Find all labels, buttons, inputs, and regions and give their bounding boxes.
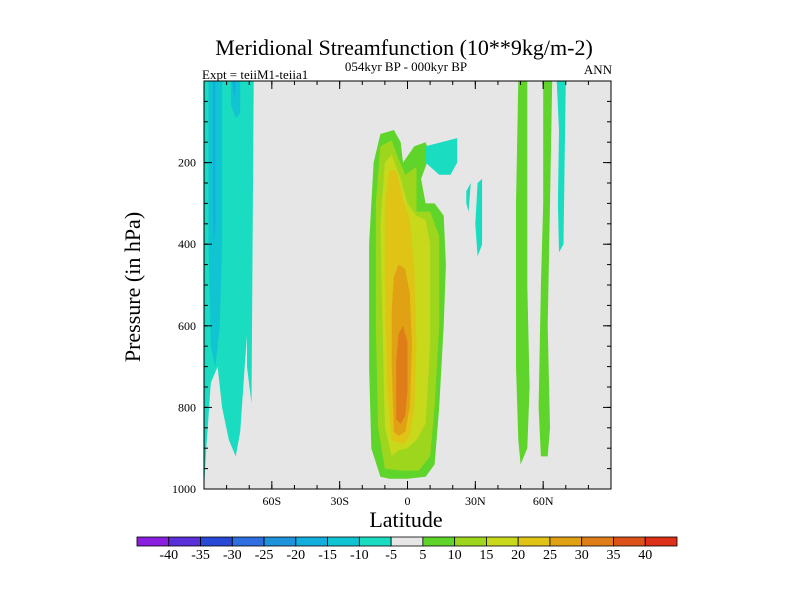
colorbar-label: 20 bbox=[511, 548, 525, 563]
plot-area: 60S 30S 0 30N 60N 200 400 600 800 1000 bbox=[172, 80, 612, 508]
x-tick-label: 60N bbox=[533, 494, 554, 508]
x-tick-label: 30N bbox=[465, 494, 486, 508]
colorbar-label: 30 bbox=[575, 548, 589, 563]
experiment-note: Expt = teiiM1-teiia1 bbox=[202, 67, 308, 82]
colorbar-label: 40 bbox=[638, 548, 652, 563]
colorbar-box bbox=[327, 536, 360, 547]
colorbar-label: 10 bbox=[448, 548, 462, 563]
contour-region-17 bbox=[475, 178, 483, 257]
contour-region-5 bbox=[396, 325, 408, 424]
contour-region-13 bbox=[538, 81, 553, 457]
colorbar-label: 25 bbox=[543, 548, 557, 563]
colorbar-label: 5 bbox=[419, 548, 426, 563]
colorbar-box bbox=[517, 536, 551, 547]
contour-region-9 bbox=[231, 81, 241, 118]
contour-region-14 bbox=[556, 81, 566, 253]
contour-region-12 bbox=[516, 81, 530, 465]
contour-region-15 bbox=[425, 138, 458, 175]
colorbar-box bbox=[549, 536, 583, 547]
x-tick-label: 0 bbox=[405, 494, 411, 508]
y-tick-label: 400 bbox=[178, 237, 196, 251]
x-axis-label: Latitude bbox=[369, 507, 442, 532]
y-tick-label: 1000 bbox=[172, 482, 196, 496]
contour-region-10 bbox=[232, 81, 236, 98]
colorbar-label: 15 bbox=[479, 548, 493, 563]
colorbar-box bbox=[136, 536, 170, 547]
colorbar-box bbox=[358, 536, 392, 547]
y-tick-label: 200 bbox=[178, 156, 196, 170]
colorbar-box bbox=[390, 536, 424, 547]
colorbar-label: -10 bbox=[350, 548, 369, 563]
contour-region-11 bbox=[247, 81, 254, 404]
x-tick-label: 30S bbox=[330, 494, 349, 508]
colorbar-box bbox=[295, 536, 328, 547]
colorbar-box bbox=[644, 536, 678, 547]
colorbar-box bbox=[454, 536, 487, 547]
contour-region-8 bbox=[213, 81, 216, 245]
colorbar-label: -40 bbox=[159, 548, 178, 563]
colorbar-label: -35 bbox=[191, 548, 210, 563]
chart-subtitle: 054kyr BP - 000kyr BP bbox=[345, 59, 467, 74]
chart-title: Meridional Streamfunction (10**9kg/m-2) bbox=[215, 35, 593, 60]
colorbar-box bbox=[613, 536, 646, 547]
colorbar-label: -30 bbox=[223, 548, 242, 563]
colorbar-box bbox=[231, 536, 265, 547]
y-tick-label: 600 bbox=[178, 319, 196, 333]
colorbar-label: -25 bbox=[255, 548, 274, 563]
colorbar: -40 -35 -30 -25 -20 -15 -10 -5 5 10 15 20 25 30 35 40 bbox=[136, 536, 678, 563]
colorbar-box bbox=[581, 536, 614, 547]
y-tick-label: 800 bbox=[178, 400, 196, 414]
colorbar-box bbox=[168, 536, 201, 547]
colorbar-label: 35 bbox=[606, 548, 620, 563]
y-axis-label: Pressure (in hPa) bbox=[120, 212, 145, 362]
contour-region-16 bbox=[466, 183, 471, 212]
season-note: ANN bbox=[584, 62, 613, 77]
colorbar-label: -5 bbox=[385, 548, 397, 563]
colorbar-label: -15 bbox=[318, 548, 337, 563]
colorbar-box bbox=[263, 536, 297, 547]
colorbar-box bbox=[200, 536, 233, 547]
colorbar-label: -20 bbox=[286, 548, 305, 563]
contour-fields bbox=[204, 81, 566, 489]
colorbar-box bbox=[486, 536, 519, 547]
colorbar-box bbox=[422, 536, 456, 547]
x-tick-label: 60S bbox=[262, 494, 281, 508]
